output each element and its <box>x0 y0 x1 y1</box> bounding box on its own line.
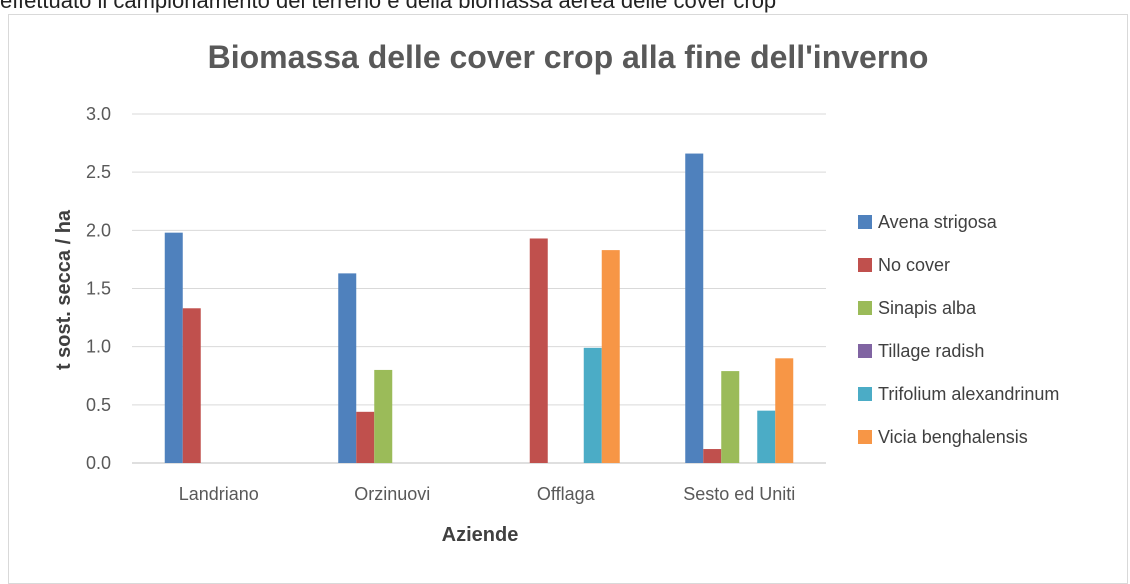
bar <box>182 308 201 463</box>
bar <box>164 232 183 463</box>
y-tick-label: 2.5 <box>86 162 111 182</box>
y-axis-ticks: 0.0 0.5 1.0 1.5 2.0 2.5 3.0 <box>86 104 111 473</box>
legend-label: Avena strigosa <box>878 212 998 232</box>
legend-label: Sinapis alba <box>878 298 977 318</box>
chart-title: Biomassa delle cover crop alla fine dell… <box>208 39 929 75</box>
y-tick-label: 0.5 <box>86 395 111 415</box>
legend-swatch <box>858 430 872 444</box>
y-tick-label: 1.0 <box>86 337 111 357</box>
legend-swatch <box>858 344 872 358</box>
y-tick-label: 1.5 <box>86 279 111 299</box>
x-axis-ticks: Landriano Orzinuovi Offlaga Sesto ed Uniti <box>179 484 796 504</box>
legend: Avena strigosa No cover Sinapis alba Tillag… <box>858 212 1059 447</box>
legend-swatch <box>858 301 872 315</box>
bar <box>757 410 776 463</box>
x-tick-label: Orzinuovi <box>354 484 430 504</box>
y-axis-title: t sost. secca / ha <box>53 209 75 370</box>
x-axis-title: Aziende <box>442 524 519 546</box>
gridlines <box>132 113 826 464</box>
bar <box>721 371 740 463</box>
legend-swatch <box>858 258 872 272</box>
bar <box>583 347 602 463</box>
bar <box>703 449 722 463</box>
chart-frame <box>8 14 1128 584</box>
bar <box>685 153 704 463</box>
y-tick-label: 3.0 <box>86 104 111 124</box>
legend-label: Tillage radish <box>878 341 984 361</box>
bar <box>775 358 794 463</box>
bar <box>529 238 548 463</box>
legend-label: No cover <box>878 255 950 275</box>
bars <box>164 153 794 463</box>
bar <box>374 369 393 463</box>
bar <box>338 273 357 463</box>
page-header-text: effettuato il campionamento del terreno … <box>0 0 777 13</box>
bar <box>356 411 375 463</box>
legend-swatch <box>858 387 872 401</box>
x-tick-label: Offlaga <box>537 484 596 504</box>
x-tick-label: Sesto ed Uniti <box>683 484 795 504</box>
legend-swatch <box>858 215 872 229</box>
y-tick-label: 0.0 <box>86 453 111 473</box>
y-tick-label: 2.0 <box>86 220 111 240</box>
legend-label: Trifolium alexandrinum <box>878 384 1059 404</box>
x-tick-label: Landriano <box>179 484 259 504</box>
bar <box>601 250 620 463</box>
legend-label: Vicia benghalensis <box>878 427 1028 447</box>
